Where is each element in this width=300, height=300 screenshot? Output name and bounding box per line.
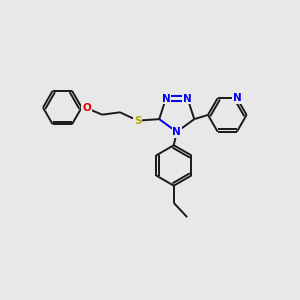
Text: O: O <box>82 103 91 113</box>
Text: N: N <box>232 93 241 103</box>
Text: N: N <box>172 127 181 137</box>
Text: S: S <box>134 116 142 126</box>
Text: N: N <box>161 94 170 103</box>
Text: N: N <box>183 94 192 103</box>
